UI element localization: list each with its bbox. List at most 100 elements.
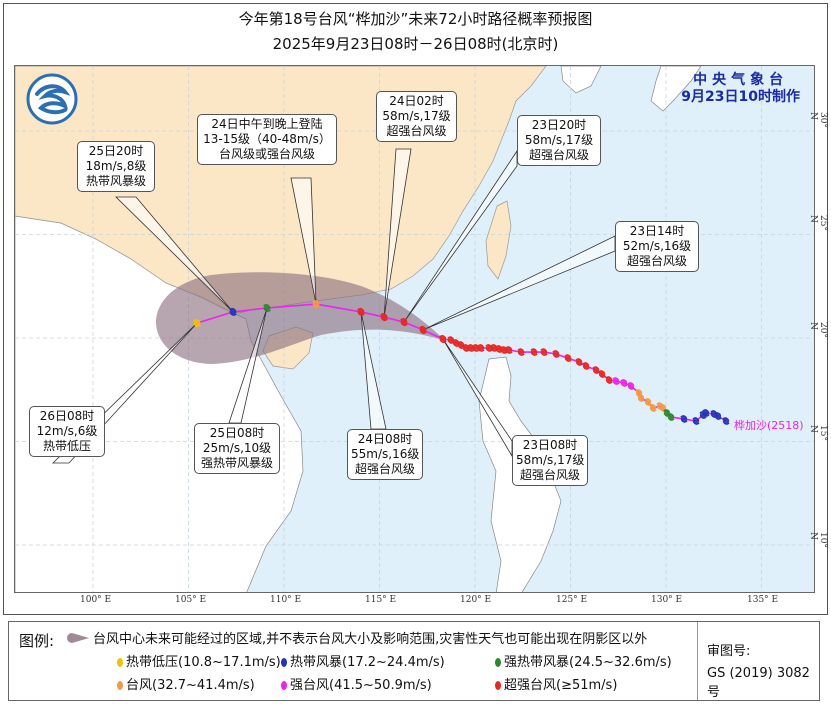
ts-dot-icon (281, 658, 287, 667)
legend-label: 强台风(41.5~50.9m/s) (290, 678, 432, 693)
past-track-points (447, 336, 730, 425)
past-track-point (575, 358, 583, 366)
callout-leader (115, 196, 234, 313)
callout-level: 超强台风级 (519, 468, 580, 482)
taiwan-land (485, 200, 512, 280)
forecast-point (193, 319, 201, 328)
legend-item-td: 热带低压(10.8~17.1m/s) (117, 651, 281, 670)
past-track-point (612, 377, 620, 385)
legend-item-ts: 热带风暴(17.2~24.4m/s) (281, 651, 445, 670)
typhoon-swirl-icon (620, 379, 628, 387)
legend-divider (697, 622, 698, 700)
callout-time: 23日20时 (531, 118, 587, 132)
probability-cone (156, 272, 446, 364)
review-label: 审图号: (707, 644, 751, 659)
lon-tick: 105° E (175, 595, 207, 605)
legend: 图例: 台风中心未来可能经过的区域,并不表示台风大小及影响范围,灾害性天气也可能… (8, 621, 820, 701)
cone-symbol-icon (67, 633, 89, 643)
map-outer-frame (3, 3, 828, 615)
typhoon-swirl-icon (517, 348, 525, 356)
past-track-point (552, 350, 560, 358)
past-track-point (485, 344, 493, 352)
callout-level: 超强台风级 (626, 254, 687, 268)
typhoon-swirl-icon (612, 377, 620, 385)
callout-23d14: 23日14时 52m/s,16级 超强台风级 (615, 221, 699, 272)
typhoon-swirl-icon (644, 398, 652, 406)
callout-23d20: 23日20时 58m/s,17级 超强台风级 (517, 115, 601, 166)
callout-speed: 52m/s,16级 (622, 239, 692, 253)
past-track-point (592, 366, 600, 374)
callout-23d08: 23日08时 58m/s,17级 超强台风级 (512, 435, 588, 486)
sty-dot-icon (281, 681, 287, 690)
storm-name-label: 桦加沙(2518) (734, 419, 804, 432)
callout-level: 热带风暴级 (85, 174, 146, 188)
typhoon-swirl-icon (540, 348, 548, 356)
cma-logo-icon (26, 73, 78, 125)
lat-tick: 30° N (808, 112, 828, 128)
past-track-point (540, 348, 548, 356)
callout-speed: 13-15级（40-48m/s） (203, 132, 331, 146)
lat-tick: 20° N (808, 322, 828, 338)
callout-time: 25日20时 (88, 144, 144, 158)
typhoon-swirl-icon (637, 394, 645, 402)
typhoon-swirl-icon (505, 346, 513, 354)
past-track-point (692, 417, 700, 425)
callout-25d08: 25日08时 25m/s,10级 强热带风暴级 (194, 423, 280, 474)
forecast-point (419, 325, 427, 334)
typhoon-swirl-icon (680, 415, 688, 423)
past-track-point (659, 404, 667, 412)
japan-islands (650, 66, 702, 112)
lon-tick: 100° E (80, 595, 112, 605)
callout-time: 23日08时 (522, 438, 578, 452)
past-track-point (644, 398, 652, 406)
past-track-point (582, 362, 590, 370)
typhoon-swirl-icon (380, 313, 388, 322)
callout-time: 23日14时 (629, 224, 685, 238)
callout-speed: 12m/s,6级 (36, 424, 98, 438)
callout-speed: 25m/s,10级 (202, 441, 272, 455)
legend-item-sts: 强热带风暴(24.5~32.6m/s) (495, 651, 672, 670)
typhoon-swirl-icon (627, 382, 635, 390)
past-track-point (637, 394, 645, 402)
callout-24d08: 24日08时 55m/s,16级 超强台风级 (347, 429, 423, 480)
ty-dot-icon (117, 681, 123, 690)
typhoon-swirl-icon (439, 334, 447, 344)
callout-time: 25日08时 (209, 426, 265, 440)
typhoon-swirl-icon (357, 307, 365, 316)
past-track-point (714, 412, 722, 420)
callout-time: 24日02时 (389, 94, 444, 108)
lat-tick: 10° N (808, 532, 828, 548)
callout-24d02: 24日02时 58m/s,17级 超强台风级 (376, 91, 457, 142)
typhoon-swirl-icon (649, 404, 657, 412)
legend-cone-text: 台风中心未来可能经过的区域,并不表示台风大小及影响范围,灾害性天气也可能出现在阴… (93, 632, 648, 647)
legend-title: 图例: (19, 632, 55, 650)
legend-label: 热带风暴(17.2~24.4m/s) (290, 655, 445, 670)
typhoon-swirl-icon (564, 354, 572, 362)
forecast-point (380, 313, 388, 322)
past-track-point (680, 415, 688, 423)
typhoon-swirl-icon (485, 344, 493, 352)
typhoon-swirl-icon (592, 366, 600, 374)
legend-label: 超强台风(≥51m/s) (504, 678, 618, 693)
past-track-point (722, 417, 730, 425)
past-track-point (627, 382, 635, 390)
typhoon-swirl-icon (692, 417, 700, 425)
issue-time: 9月23日10时制作 (681, 89, 800, 105)
forecast-points (193, 300, 447, 344)
forecast-point (263, 303, 271, 313)
legend-cone-row: 台风中心未来可能经过的区域,并不表示台风大小及影响范围,灾害性天气也可能出现在阴… (67, 628, 647, 647)
lon-tick: 130° E (651, 595, 683, 605)
callout-leader (383, 148, 412, 318)
typhoon-swirl-icon (263, 303, 271, 313)
callout-time: 26日08时 (39, 409, 95, 423)
typhoon-swirl-icon (702, 409, 710, 417)
callout-leaders (52, 148, 616, 464)
typhoon-swirl-icon (552, 350, 560, 358)
past-track-point (477, 344, 485, 352)
td-dot-icon (117, 658, 123, 667)
lat-tick: 25° N (808, 215, 828, 231)
legend-label: 强热带风暴(24.5~32.6m/s) (504, 655, 672, 670)
lon-tick: 120° E (460, 595, 492, 605)
map-area: 中央气象台 9月23日10时制作 桦加沙(2518) 26日08时 12m/s,… (14, 65, 815, 593)
typhoon-swirl-icon (598, 370, 606, 378)
